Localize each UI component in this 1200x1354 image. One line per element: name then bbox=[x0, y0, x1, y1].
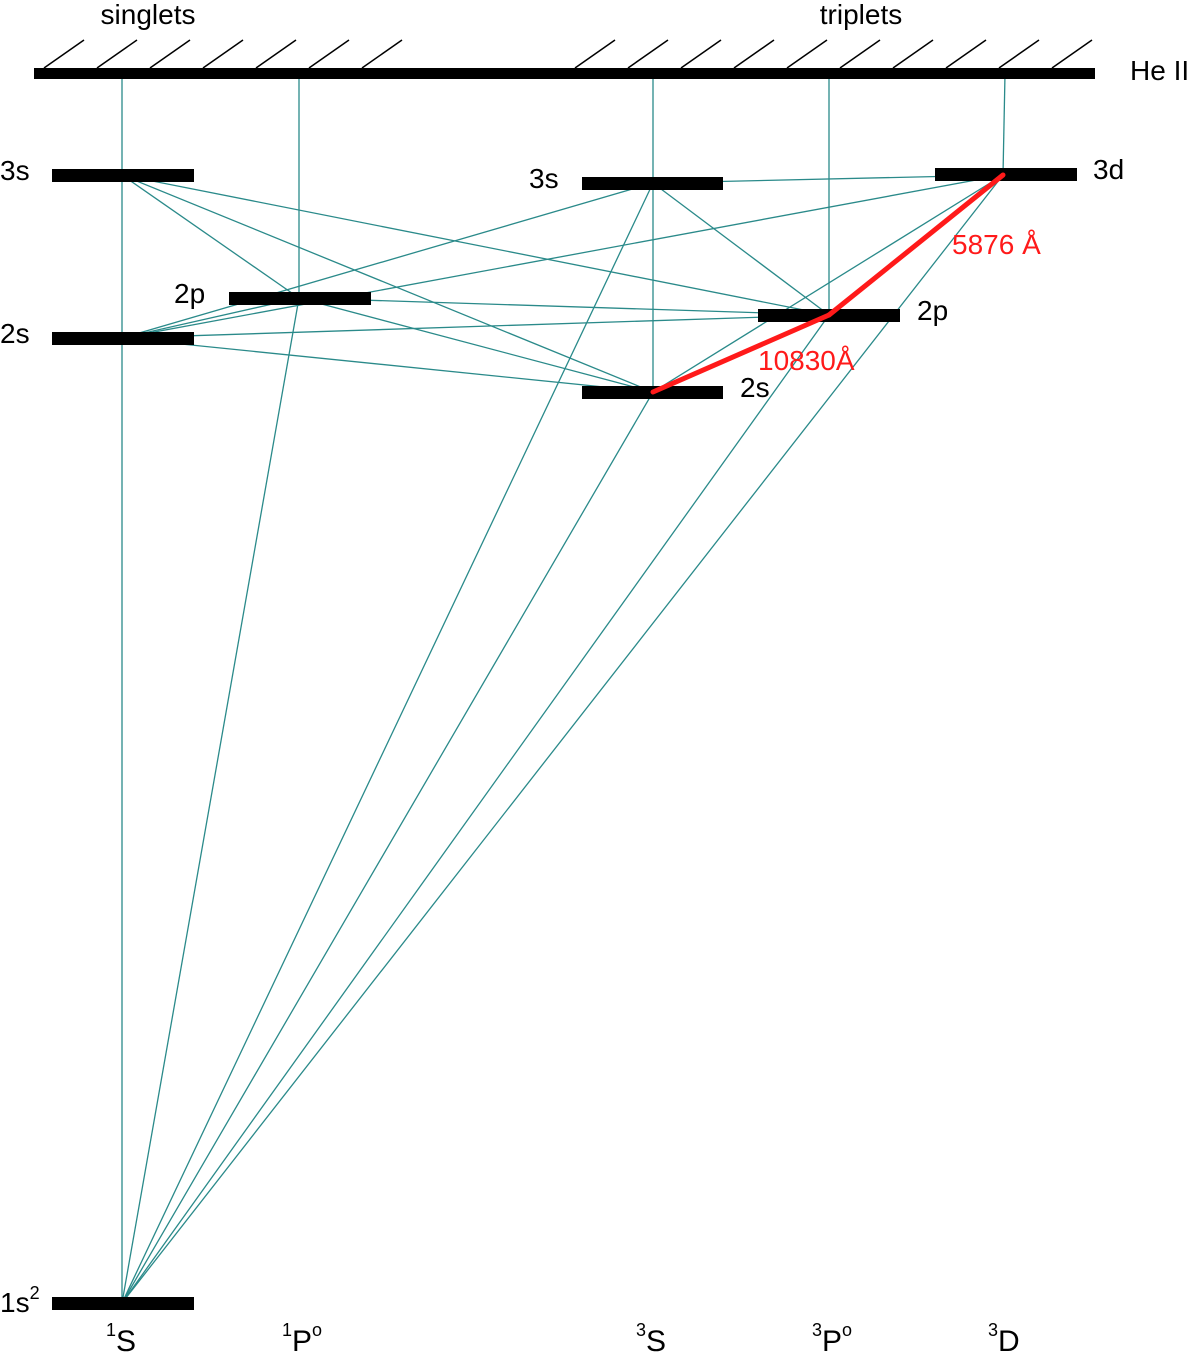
hatch-mark-14 bbox=[892, 39, 934, 69]
term-3S: 3S bbox=[636, 1320, 666, 1354]
hatch-mark-7 bbox=[361, 39, 403, 69]
triplets-heading: triplets bbox=[820, 0, 902, 30]
term-3S-multiplicity: 3 bbox=[636, 1320, 646, 1340]
term-1Po-multiplicity: 1 bbox=[282, 1320, 292, 1340]
singlet-2s-label: 2s bbox=[0, 318, 30, 349]
transition-t3s-g bbox=[121, 182, 654, 1304]
transition-s2s-t3s bbox=[121, 182, 654, 339]
ground-config-superscript: 2 bbox=[30, 1283, 40, 1303]
triplet-2p-label: 2p bbox=[917, 295, 948, 326]
hatch-mark-17 bbox=[1051, 39, 1093, 69]
hatch-mark-12 bbox=[786, 39, 828, 69]
wavelength-5876-label: 5876 Å bbox=[952, 229, 1041, 260]
transition-s3s-t2s bbox=[121, 174, 654, 393]
hatch-mark-3 bbox=[149, 39, 191, 69]
term-3D-letter: D bbox=[998, 1325, 1020, 1354]
hatch-mark-4 bbox=[202, 39, 244, 69]
continuum-hatching bbox=[43, 39, 1093, 69]
transition-t3d-g bbox=[121, 174, 1004, 1304]
transition-lines bbox=[121, 73, 1006, 1304]
level-bar-triplet-3s bbox=[582, 177, 723, 190]
level-bar-singlet-2s bbox=[52, 332, 194, 345]
hatch-mark-8 bbox=[574, 39, 616, 69]
hatch-mark-16 bbox=[998, 39, 1040, 69]
transition-s2s-t2p bbox=[121, 314, 830, 339]
hatch-mark-5 bbox=[255, 39, 297, 69]
transition-series-limit-3D bbox=[1002, 73, 1006, 176]
ground-1s2-label: 1s2 bbox=[0, 1283, 40, 1318]
triplet-3s-label: 3s bbox=[529, 163, 559, 194]
hatch-mark-13 bbox=[839, 39, 881, 69]
transition-t3d-t2s bbox=[652, 174, 1004, 393]
term-1Po: 1Po bbox=[282, 1320, 322, 1354]
hatch-mark-9 bbox=[627, 39, 669, 69]
hatch-mark-11 bbox=[733, 39, 775, 69]
term-1S-multiplicity: 1 bbox=[106, 1320, 116, 1340]
transition-s2p-g bbox=[121, 297, 300, 1304]
energy-levels bbox=[34, 68, 1095, 1310]
hatch-mark-10 bbox=[680, 39, 722, 69]
level-bar-triplet-3d bbox=[935, 168, 1077, 181]
term-3Po-multiplicity: 3 bbox=[812, 1320, 822, 1340]
transition-s2s-t3d bbox=[121, 174, 1004, 339]
term-1Po-parity: o bbox=[312, 1320, 322, 1340]
term-1Po-letter: P bbox=[292, 1325, 312, 1354]
transition-5876-line bbox=[826, 172, 1006, 318]
term-3D: 3D bbox=[988, 1320, 1020, 1354]
term-3Po-parity: o bbox=[842, 1320, 852, 1340]
transition-s2s-t2s bbox=[121, 337, 654, 393]
term-3Po-letter: P bbox=[822, 1325, 842, 1354]
level-bar-singlet-2p bbox=[229, 292, 371, 305]
transition-s3s-s2p bbox=[121, 174, 300, 299]
term-3D-multiplicity: 3 bbox=[988, 1320, 998, 1340]
triplet-3d-label: 3d bbox=[1093, 154, 1124, 185]
transition-t2p-g bbox=[121, 314, 830, 1304]
term-3Po: 3Po bbox=[812, 1320, 852, 1354]
transition-s3s-t2p bbox=[121, 174, 830, 316]
level-bar-singlet-3s bbox=[52, 169, 194, 182]
transition-s2p-t2p bbox=[298, 297, 830, 316]
ionization-limit-bar bbox=[34, 68, 1095, 79]
term-1S: 1S bbox=[106, 1320, 136, 1354]
wavelength-10830-label: 10830Å bbox=[758, 345, 855, 376]
highlighted-transitions bbox=[650, 172, 1006, 395]
transition-t2s-g bbox=[121, 391, 654, 1304]
hatch-mark-2 bbox=[96, 39, 138, 69]
singlet-3s-label: 3s bbox=[0, 155, 30, 186]
transition-s2p-t2s bbox=[298, 297, 654, 393]
singlet-2p-label: 2p bbox=[174, 278, 205, 309]
hatch-mark-6 bbox=[308, 39, 350, 69]
ground-config-main: 1s bbox=[0, 1287, 30, 1318]
term-1S-letter: S bbox=[116, 1325, 136, 1354]
transition-t3s-t2p bbox=[652, 182, 830, 316]
singlets-heading: singlets bbox=[101, 0, 196, 30]
transition-10830-line bbox=[650, 312, 832, 395]
triplet-2s-label: 2s bbox=[740, 372, 770, 403]
ionization-limit-label: He II bbox=[1130, 55, 1189, 86]
level-bar-ground-1s2 bbox=[52, 1297, 194, 1310]
hatch-mark-1 bbox=[43, 39, 85, 69]
term-3S-letter: S bbox=[646, 1325, 666, 1354]
hatch-mark-15 bbox=[945, 39, 987, 69]
